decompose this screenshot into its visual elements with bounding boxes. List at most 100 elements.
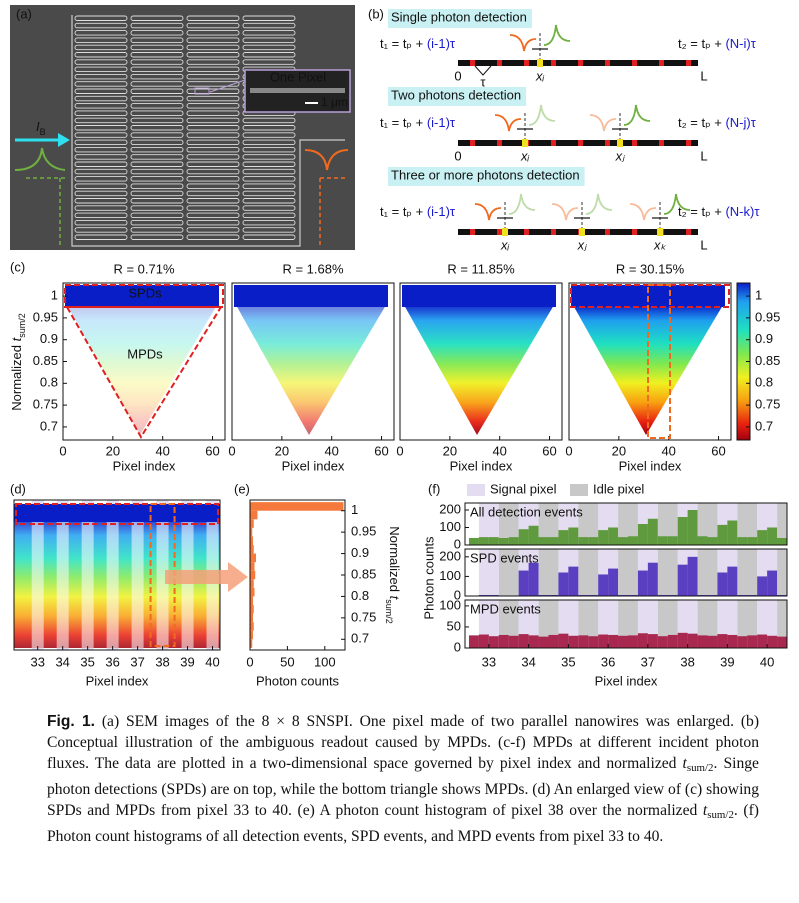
hist-bar: [627, 536, 638, 545]
y-tick-label: 200: [439, 548, 461, 563]
nanowire-loop: [242, 154, 296, 160]
hist-bar: [727, 566, 738, 596]
y-tick-label: 0.7: [351, 631, 369, 646]
hist-bar: [677, 564, 688, 596]
pixel-gap: [605, 60, 610, 66]
hist-bar: [637, 570, 648, 596]
hist-bar: [707, 635, 718, 648]
hist-bar: [777, 636, 787, 648]
x-tick-label: 60: [711, 443, 725, 458]
nanowire-loop: [186, 146, 240, 153]
nanowire-loop: [242, 139, 296, 146]
nanowire-loop: [130, 30, 184, 36]
idle-band: [618, 503, 639, 545]
y-tick-label: 50: [447, 618, 461, 633]
x-tick-label: 0: [228, 443, 235, 458]
idle-band: [697, 549, 718, 596]
nanowire-loop: [242, 146, 296, 153]
nanowire-loop: [186, 73, 240, 80]
series-label: MPD events: [470, 601, 541, 616]
nanowire-loop: [74, 234, 128, 240]
nanowire-loop: [130, 205, 184, 211]
nanowire-loop: [130, 146, 184, 153]
series-label: All detection events: [470, 504, 583, 519]
y-tick-label: 0.9: [40, 331, 58, 346]
nanowire-loop: [74, 205, 128, 211]
y-tick-label: 0.85: [351, 566, 376, 581]
y-tick-label: 100: [439, 568, 461, 583]
y-tick-label: 100: [439, 519, 461, 534]
colorbar-tick-label: 0.7: [755, 418, 773, 433]
x-axis-label: Pixel index: [282, 458, 345, 473]
nanowire-loop: [130, 59, 184, 65]
idle-gap: [56, 520, 69, 648]
y-axis-label-part: t: [9, 336, 24, 341]
hist-bar: [518, 570, 529, 596]
hist-bar: [697, 536, 708, 545]
x-tick-label: 40: [760, 654, 774, 669]
hist-bar: [757, 634, 768, 648]
hist-bar: [647, 518, 658, 545]
t2-formula: t₂ = tₚ + (N-j)τ: [678, 115, 757, 130]
y-tick-label: 0.7: [40, 418, 58, 433]
pixel-gap: [524, 60, 529, 66]
hist-bar: [767, 570, 778, 596]
nanowire-loop: [186, 81, 240, 87]
mpd-region: [236, 305, 386, 435]
hist-bar: [250, 587, 255, 597]
nanowire-loop: [130, 95, 184, 102]
hist-bar: [687, 633, 698, 648]
signal-band: [478, 503, 499, 545]
hist-bar: [697, 635, 708, 648]
t1-formula: t₁ = tₚ + (i-1)τ: [380, 115, 456, 130]
spd-band: [14, 504, 220, 522]
nanowire-loop: [130, 198, 184, 204]
position-label: xⱼ: [615, 148, 626, 163]
hist-bar: [250, 639, 253, 648]
panel-label: (a): [16, 6, 32, 21]
x-tick-label: 40: [492, 443, 506, 458]
hist-bar: [767, 635, 778, 648]
t2-formula: t₂ = tₚ + (N-i)τ: [678, 36, 757, 51]
nanowire-loop: [186, 103, 240, 109]
plot-frame: [464, 599, 788, 649]
nanowire-loop: [242, 205, 296, 211]
nanowire-loop: [74, 103, 128, 109]
pixel-gap: [686, 229, 691, 235]
x-tick-label: 35: [80, 654, 94, 669]
hist-bar: [677, 632, 688, 648]
t2-formula-part: t₂ = tₚ +: [678, 115, 725, 130]
nanowire-loop: [130, 110, 184, 116]
y-axis-label: Normalized tsum/2: [384, 526, 402, 624]
hist-bar: [518, 634, 529, 648]
pulse-down: [509, 34, 537, 52]
hist-bar: [250, 570, 256, 580]
hist-bar: [747, 635, 758, 648]
hist-bar: [250, 510, 258, 520]
hist-bar: [518, 529, 529, 545]
tau-bracket: [474, 65, 492, 76]
hist-bar: [250, 613, 253, 623]
idle-band: [498, 503, 519, 545]
pixel-gap: [605, 229, 610, 235]
colorbar-tick-label: 0.8: [755, 375, 773, 390]
hist-bar: [737, 636, 748, 648]
y-axis-label-part: sum/2: [17, 313, 27, 338]
nanowire-loop: [130, 212, 184, 219]
nanowire-loop: [186, 66, 240, 73]
hist-bar: [598, 634, 609, 648]
nanowire-loop: [74, 30, 128, 36]
hotspot: [657, 228, 663, 236]
y-tick-label: 100: [439, 597, 461, 612]
hist-bar: [528, 635, 539, 648]
hist-bar: [508, 635, 519, 648]
idle-gap: [106, 520, 119, 648]
nanowire-loop: [186, 168, 240, 175]
hist-bar: [647, 562, 658, 596]
x-tick-label: 39: [180, 654, 194, 669]
hist-bar: [667, 634, 678, 648]
nanowire-loop: [130, 22, 184, 29]
x-axis-label: Pixel index: [595, 673, 658, 688]
x-tick-label: 20: [612, 443, 626, 458]
nanowire-loop: [130, 88, 184, 94]
